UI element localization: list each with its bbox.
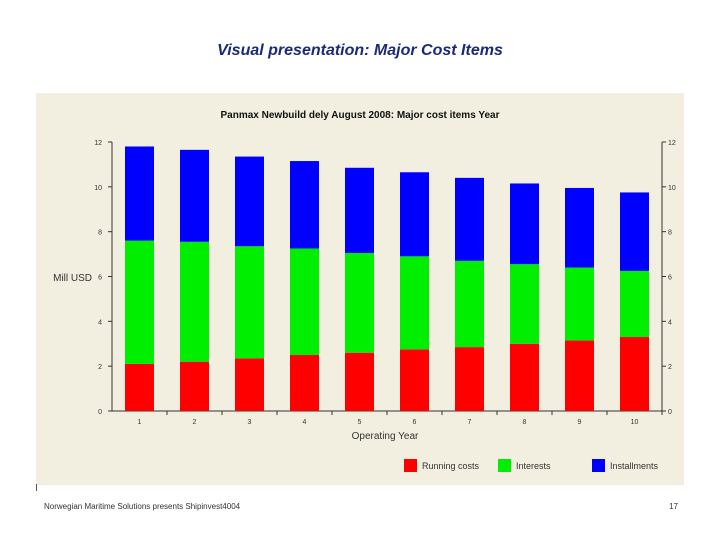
x-tick-label: 8 [523, 419, 527, 426]
legend-swatch-running-costs [404, 459, 417, 472]
bar-running-costs-5 [345, 352, 374, 411]
y-right-tick-label: 2 [668, 364, 672, 371]
x-tick-label: 9 [578, 419, 582, 426]
bar-installments-5 [345, 167, 374, 253]
chart-title: Panmax Newbuild dely August 2008: Major … [221, 110, 500, 121]
x-tick-label: 7 [468, 419, 472, 426]
bar-running-costs-10 [620, 337, 649, 411]
y-right-tick-label: 6 [668, 275, 672, 282]
bar-interests-5 [345, 252, 374, 353]
page-number: 17 [669, 502, 678, 511]
x-tick-label: 1 [138, 419, 142, 426]
y-left-tick-label: 0 [98, 409, 102, 416]
footer-text: Norwegian Maritime Solutions presents Sh… [44, 502, 241, 511]
bar-interests-10 [620, 270, 649, 338]
y-right-tick-label: 0 [668, 409, 672, 416]
y-right-tick-label: 10 [668, 185, 676, 192]
x-tick-label: 4 [303, 419, 307, 426]
x-tick-label: 5 [358, 419, 362, 426]
y-left-tick-label: 6 [98, 275, 102, 282]
bar-installments-1 [125, 146, 154, 241]
legend-swatch-installments [592, 459, 605, 472]
y-left-tick-label: 2 [98, 364, 102, 371]
bar-interests-6 [400, 256, 429, 350]
bar-interests-2 [180, 241, 209, 362]
bar-running-costs-3 [235, 358, 264, 411]
bar-running-costs-9 [565, 340, 594, 411]
bar-installments-8 [510, 183, 539, 265]
x-axis-label: Operating Year [352, 431, 419, 442]
bar-installments-4 [290, 161, 319, 249]
legend-swatch-interests [498, 459, 511, 472]
legend-label-running-costs: Running costs [422, 461, 480, 471]
bar-running-costs-8 [510, 343, 539, 411]
bar-interests-9 [565, 267, 594, 341]
y-left-tick-label: 8 [98, 230, 102, 237]
bar-installments-7 [455, 177, 484, 261]
x-tick-label: 2 [193, 419, 197, 426]
y-right-tick-label: 12 [668, 140, 676, 147]
bar-running-costs-2 [180, 361, 209, 411]
y-right-tick-label: 4 [668, 319, 672, 326]
bar-running-costs-6 [400, 349, 429, 411]
y-left-tick-label: 4 [98, 319, 102, 326]
y-left-tick-label: 12 [94, 140, 102, 147]
legend-label-interests: Interests [516, 461, 551, 471]
bar-interests-8 [510, 264, 539, 344]
bar-installments-9 [565, 187, 594, 268]
legend-label-installments: Installments [610, 461, 659, 471]
bar-installments-6 [400, 172, 429, 257]
x-tick-label: 6 [413, 419, 417, 426]
bar-interests-7 [455, 260, 484, 348]
x-tick-label: 10 [631, 419, 639, 426]
y-left-tick-label: 10 [94, 185, 102, 192]
bar-interests-4 [290, 248, 319, 355]
y-right-tick-label: 8 [668, 230, 672, 237]
y-axis-label: Mill USD [53, 273, 92, 284]
bar-running-costs-4 [290, 354, 319, 411]
bar-interests-1 [125, 240, 154, 364]
panel-divider [36, 484, 37, 491]
bar-installments-3 [235, 156, 264, 247]
x-tick-label: 3 [248, 419, 252, 426]
bar-interests-3 [235, 246, 264, 359]
bar-installments-10 [620, 192, 649, 271]
bar-running-costs-1 [125, 363, 154, 411]
bar-installments-2 [180, 149, 209, 242]
slide-title: Visual presentation: Major Cost Items [217, 42, 503, 59]
bar-running-costs-7 [455, 347, 484, 411]
